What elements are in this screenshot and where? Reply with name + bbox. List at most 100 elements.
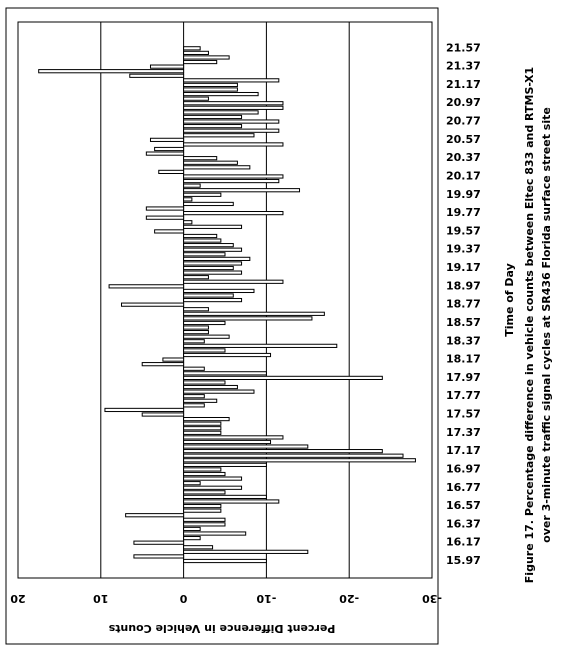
bar [183, 389, 255, 394]
bar [108, 284, 185, 289]
bar [183, 78, 280, 83]
x-tick-label: 20.17 [446, 169, 481, 182]
bar [183, 265, 234, 271]
bar [183, 238, 222, 243]
x-tick-label: 17.37 [446, 426, 481, 439]
bar [183, 124, 243, 129]
x-tick-label: 20.57 [446, 133, 481, 146]
bar [183, 435, 284, 440]
bar [183, 243, 234, 248]
bar [183, 320, 226, 326]
bar [183, 545, 214, 550]
bar [154, 229, 185, 234]
bar [141, 412, 185, 417]
caption-line: over 3-minute traffic signal cycles at S… [540, 107, 553, 543]
x-tick-label: 18.37 [446, 334, 481, 347]
bar [183, 394, 205, 399]
bar [183, 211, 284, 216]
bar [183, 471, 226, 477]
x-tick-label: 19.37 [446, 243, 481, 256]
bar [183, 288, 255, 294]
bar [183, 133, 255, 138]
bar [149, 64, 185, 69]
bar [183, 380, 226, 385]
bar [183, 87, 238, 92]
x-tick-label: 17.57 [446, 408, 481, 421]
bar [125, 513, 185, 518]
x-tick-label: 17.97 [446, 371, 481, 384]
x-tick-label: 20.37 [446, 151, 481, 164]
x-tick-label: 19.97 [446, 188, 481, 201]
bar [183, 142, 284, 147]
bar [183, 449, 383, 454]
bar [183, 59, 218, 65]
bar [183, 46, 201, 51]
bar [145, 206, 185, 211]
bar [38, 69, 185, 74]
bar [183, 192, 222, 197]
bar [183, 96, 209, 101]
bar [183, 110, 259, 115]
x-tick-label: 19.57 [446, 224, 481, 237]
bar [183, 256, 251, 261]
x-tick-label: 16.17 [446, 536, 481, 549]
bar [183, 490, 226, 495]
bar [183, 297, 243, 303]
bar [183, 247, 243, 252]
x-tick-label: 16.37 [446, 517, 481, 530]
bar [183, 316, 313, 321]
bar [183, 178, 280, 184]
bar [183, 55, 230, 60]
bar [183, 531, 247, 536]
x-tick-label: 16.97 [446, 462, 481, 475]
bar [183, 485, 243, 490]
bar [183, 343, 338, 348]
bar [183, 50, 209, 55]
bar [183, 261, 243, 266]
bar [183, 220, 193, 225]
x-tick-label: 17.77 [446, 389, 481, 402]
x-tick-label: 18.57 [446, 316, 481, 329]
bar [183, 174, 284, 179]
bar [183, 481, 201, 486]
bar [183, 371, 267, 376]
bar [183, 439, 272, 445]
bar [183, 384, 238, 390]
bar [183, 91, 259, 97]
bar [183, 82, 238, 88]
bar [183, 458, 416, 463]
bar [162, 357, 185, 362]
bar [183, 494, 267, 500]
bar [183, 416, 230, 422]
x-tick-label: 19.17 [446, 261, 481, 274]
bar [183, 188, 301, 193]
x-tick-label: 16.57 [446, 499, 481, 512]
x-tick-label: 21.57 [446, 41, 481, 54]
bar [183, 398, 218, 403]
bar [183, 430, 222, 435]
bar [183, 275, 209, 280]
bar [183, 101, 284, 106]
bar [183, 403, 205, 408]
bar [183, 499, 280, 504]
bar [183, 183, 201, 188]
x-tick-label: 16.77 [446, 481, 481, 494]
bar [183, 270, 243, 275]
y-tick-label: -20 [339, 592, 359, 605]
bar [183, 508, 222, 513]
bar [183, 330, 209, 335]
bar [183, 375, 383, 380]
bar [133, 540, 185, 545]
bar [183, 156, 218, 161]
bar [183, 421, 222, 426]
bar [183, 279, 284, 284]
bar [183, 252, 226, 257]
bar [183, 352, 272, 358]
y-axis-title: Percent Difference in Vehicle Counts [108, 622, 335, 635]
bar [149, 137, 185, 142]
bar [183, 307, 209, 312]
bar [121, 302, 185, 307]
x-tick-label: 19.77 [446, 206, 481, 219]
bar [154, 146, 185, 152]
